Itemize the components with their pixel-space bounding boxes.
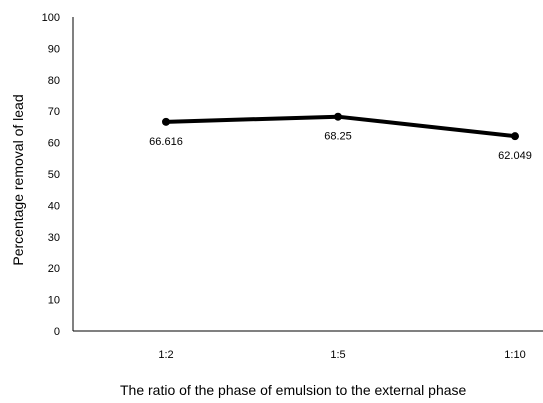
data-point: [162, 117, 170, 126]
y-tick-label: 30: [48, 232, 60, 244]
y-tick-label: 10: [48, 295, 60, 307]
data-label: 66.616: [149, 136, 183, 148]
y-tick-label: 70: [48, 106, 60, 118]
x-tick-label: 1:10: [504, 349, 525, 361]
y-tick-label: 50: [48, 169, 60, 181]
data-label: 62.049: [498, 150, 532, 162]
y-tick-label: 60: [48, 138, 60, 150]
x-axis-ticks: 1:2 1:5 1:10: [158, 349, 525, 361]
y-tick-label: 90: [48, 43, 60, 55]
series-group: 66.616 68.25 62.049: [149, 112, 532, 162]
y-tick-label: 40: [48, 200, 60, 212]
data-point: [511, 132, 519, 141]
data-point: [334, 112, 342, 121]
y-tick-label: 80: [48, 75, 60, 87]
y-axis-ticks: 0 10 20 30 40 50 60 70 80 90 100: [42, 12, 60, 338]
axes: [72, 17, 543, 332]
x-tick-label: 1:2: [158, 349, 173, 361]
y-axis-title: Percentage removal of lead: [10, 94, 26, 265]
x-tick-label: 1:5: [330, 349, 345, 361]
y-tick-label: 20: [48, 263, 60, 275]
data-label: 68.25: [324, 131, 352, 143]
y-tick-label: 0: [54, 326, 60, 338]
x-axis-title: The ratio of the phase of emulsion to th…: [120, 382, 467, 398]
y-tick-label: 100: [42, 12, 60, 24]
